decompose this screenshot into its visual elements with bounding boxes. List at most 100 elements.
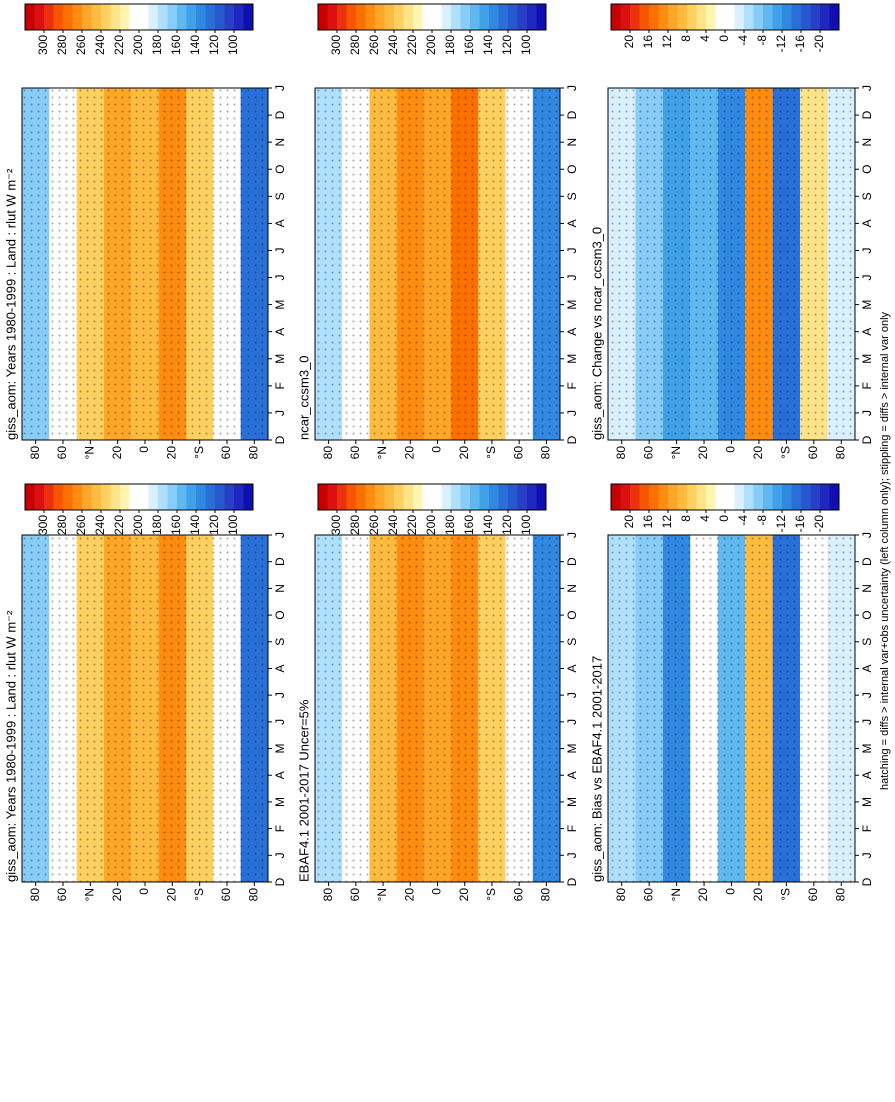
colorbar-bin xyxy=(829,4,839,30)
x-tick-label: J xyxy=(860,692,874,698)
y-tick-label: 60 xyxy=(219,888,233,902)
colorbar-bin xyxy=(772,484,782,510)
x-tick-label: O xyxy=(565,610,579,619)
colorbar-bin xyxy=(346,4,356,30)
x-tick-label: N xyxy=(860,138,874,147)
colorbar-bin xyxy=(451,484,461,510)
colorbar-bin xyxy=(120,484,130,510)
colorbar-label: -16 xyxy=(793,515,807,533)
x-tick-label: D xyxy=(860,557,874,566)
y-tick-label: °N xyxy=(83,446,97,459)
colorbar-bin xyxy=(479,4,489,30)
x-tick-label: M xyxy=(273,744,287,754)
colorbar-label: 160 xyxy=(462,35,476,55)
x-tick-label: M xyxy=(565,797,579,807)
colorbar-bin xyxy=(668,484,678,510)
colorbar-label: 280 xyxy=(348,515,362,535)
x-tick-label: S xyxy=(860,638,874,646)
colorbar-label: 220 xyxy=(112,515,126,535)
y-tick-label: °S xyxy=(779,888,793,901)
colorbar-bin xyxy=(167,4,177,30)
x-tick-label: O xyxy=(273,610,287,619)
colorbar-label: 100 xyxy=(519,515,533,535)
colorbar-label: -8 xyxy=(755,515,769,526)
colorbar-bin xyxy=(44,4,54,30)
colorbar-label: -12 xyxy=(774,515,788,533)
colorbar-bin xyxy=(620,4,630,30)
x-tick-label: D xyxy=(860,110,874,119)
colorbar-bin xyxy=(318,484,328,510)
colorbar-label: 200 xyxy=(424,35,438,55)
x-tick-label: D xyxy=(273,110,287,119)
y-tick-label: 0 xyxy=(430,446,444,453)
colorbar-label: -4 xyxy=(736,35,750,46)
colorbar-bin xyxy=(432,484,442,510)
x-tick-label: F xyxy=(565,382,579,389)
colorbar-bin xyxy=(129,484,139,510)
colorbar-label: 180 xyxy=(150,35,164,55)
colorbar-bin xyxy=(158,4,168,30)
colorbar-bin xyxy=(224,484,234,510)
x-tick-label: J xyxy=(860,719,874,725)
colorbar-label: 140 xyxy=(188,515,202,535)
y-tick-label: 20 xyxy=(751,446,765,460)
y-tick-label: 60 xyxy=(348,446,362,460)
y-tick-label: 80 xyxy=(833,888,847,902)
colorbar-label: 100 xyxy=(226,35,240,55)
x-tick-label: J xyxy=(565,692,579,698)
colorbar-bin xyxy=(215,484,225,510)
colorbar-bin xyxy=(527,4,537,30)
colorbar-bin xyxy=(820,4,830,30)
colorbar-bin xyxy=(25,484,35,510)
colorbar-bin xyxy=(801,484,811,510)
rotated-figure: hatching = diffs > internal var+obs unce… xyxy=(3,3,891,902)
x-tick-label: M xyxy=(860,744,874,754)
colorbar-bin xyxy=(753,484,763,510)
colorbar-bin xyxy=(403,4,413,30)
x-tick-label: A xyxy=(565,328,579,336)
colorbar-bin xyxy=(460,4,470,30)
colorbar-bin xyxy=(715,4,725,30)
y-tick-label: 80 xyxy=(614,446,628,460)
colorbar-bin xyxy=(489,484,499,510)
y-tick-label: 20 xyxy=(457,888,471,902)
y-tick-label: °S xyxy=(779,446,793,459)
colorbar-label: 4 xyxy=(698,515,712,522)
y-tick-label: 20 xyxy=(402,888,416,902)
y-tick-label: 60 xyxy=(219,446,233,460)
colorbar-bin xyxy=(696,484,706,510)
colorbar-bin xyxy=(327,4,337,30)
colorbar-label: 300 xyxy=(329,35,343,55)
y-tick-label: °S xyxy=(484,446,498,459)
x-tick-label: A xyxy=(860,664,874,672)
panel-title: giss_aom: Bias vs EBAF4.1 2001-2017 xyxy=(589,656,604,882)
x-tick-label: J xyxy=(565,85,579,91)
colorbar-bin xyxy=(763,484,773,510)
colorbar-bin xyxy=(63,484,73,510)
y-tick-label: °N xyxy=(669,446,683,459)
colorbar-bin xyxy=(791,4,801,30)
colorbar-label: 260 xyxy=(367,35,381,55)
y-tick-label: °N xyxy=(83,888,97,901)
colorbar-bin xyxy=(791,484,801,510)
colorbar-label: 240 xyxy=(386,35,400,55)
y-tick-label: 60 xyxy=(55,888,69,902)
colorbar-bin xyxy=(489,4,499,30)
x-tick-label: M xyxy=(273,797,287,807)
colorbar-bin xyxy=(196,484,206,510)
colorbar-label: 280 xyxy=(55,35,69,55)
colorbar-bin xyxy=(177,4,187,30)
y-tick-label: 60 xyxy=(511,446,525,460)
colorbar-bin xyxy=(649,4,659,30)
x-tick-label: J xyxy=(273,275,287,281)
colorbar-bin xyxy=(744,4,754,30)
x-tick-label: M xyxy=(860,354,874,364)
colorbar-bin xyxy=(365,4,375,30)
colorbar-bin xyxy=(734,4,744,30)
colorbar-label: -12 xyxy=(774,35,788,53)
colorbar-bin xyxy=(715,484,725,510)
y-tick-label: 80 xyxy=(247,888,261,902)
colorbar-label: 160 xyxy=(169,35,183,55)
colorbar-label: 160 xyxy=(462,515,476,535)
y-tick-label: °N xyxy=(375,446,389,459)
